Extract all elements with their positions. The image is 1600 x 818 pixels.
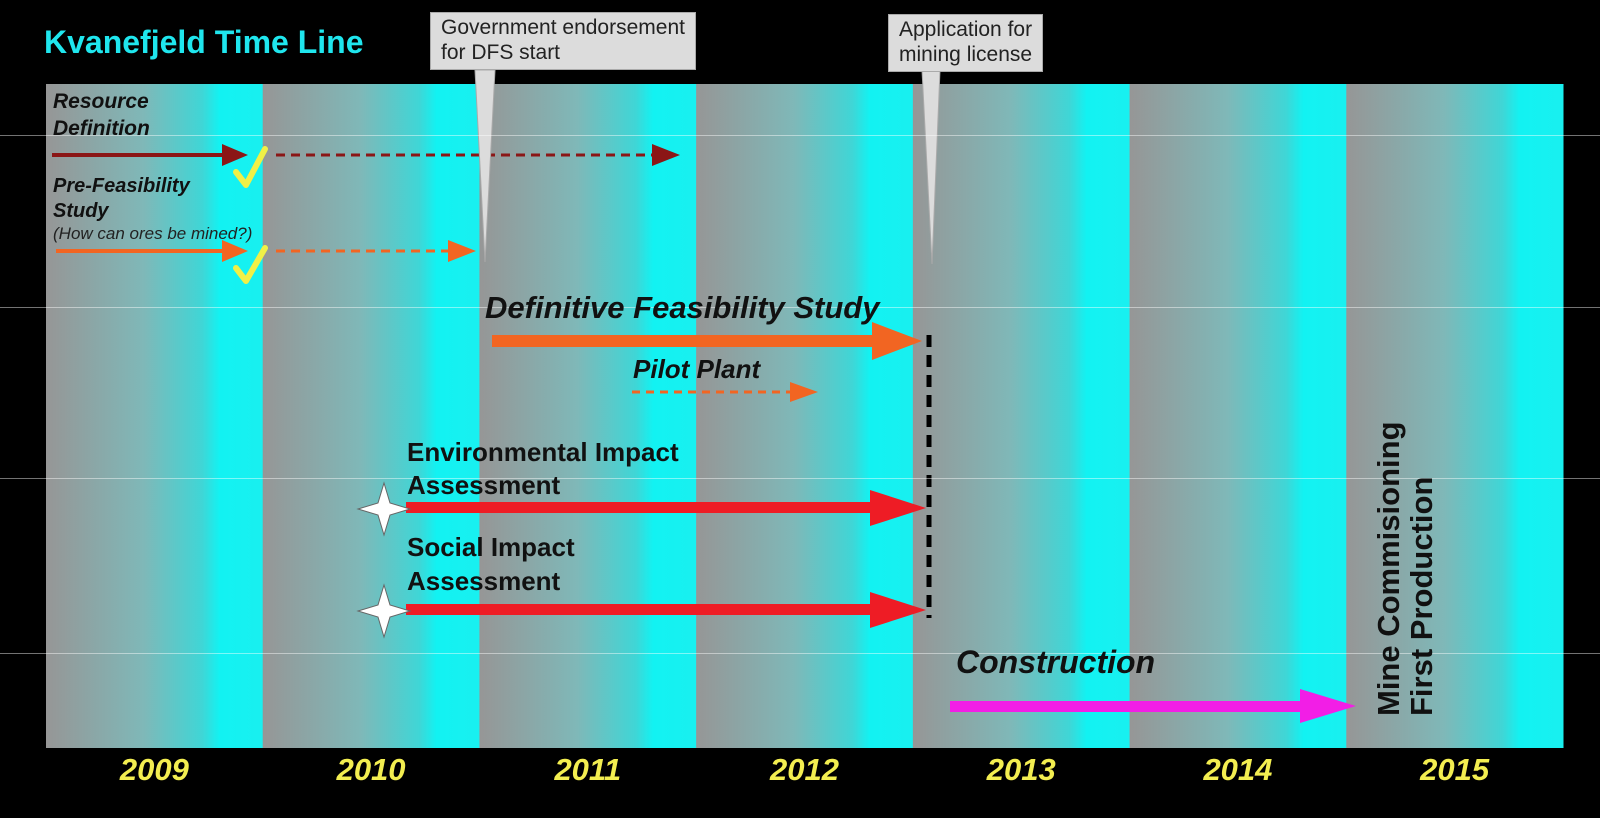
gov-endorsement-callout: Government endorsement for DFS start bbox=[430, 12, 696, 70]
construction-arrow bbox=[950, 701, 1310, 712]
year-band-2013 bbox=[912, 84, 1131, 748]
year-label-2014: 2014 bbox=[1203, 752, 1273, 787]
pilot-plant-label: Pilot Plant bbox=[633, 354, 761, 384]
star-icon bbox=[356, 583, 412, 639]
prefeas-arrow-planned-head bbox=[448, 240, 476, 262]
star-icon bbox=[356, 481, 412, 537]
check-icon bbox=[233, 245, 268, 284]
year-band-2012 bbox=[696, 84, 914, 748]
pilot-arrow-head bbox=[790, 382, 818, 402]
year-band-2011 bbox=[479, 84, 697, 748]
eia-arrow-head bbox=[870, 490, 926, 526]
gov-callout-pointer bbox=[474, 69, 496, 263]
resource-arrow-done-head bbox=[222, 144, 248, 166]
resource-definition-label: Resource Definition bbox=[53, 90, 150, 140]
year-band-2009 bbox=[46, 84, 264, 748]
sia-arrow bbox=[406, 604, 886, 615]
dfs-arrow-head bbox=[872, 322, 922, 360]
year-band-2015 bbox=[1346, 84, 1564, 748]
scanline bbox=[0, 478, 1600, 479]
year-band-2014 bbox=[1129, 84, 1347, 748]
year-label-2015: 2015 bbox=[1420, 752, 1490, 787]
year-label-2009: 2009 bbox=[119, 752, 189, 787]
eia-label: Environmental Impact Assessment bbox=[407, 437, 679, 500]
resource-arrow-planned-head bbox=[652, 144, 680, 166]
dfs-arrow bbox=[492, 335, 892, 347]
year-label-2012: 2012 bbox=[770, 752, 839, 787]
prefeasibility-label: Pre-Feasibility Study bbox=[53, 175, 190, 222]
year-label-2011: 2011 bbox=[554, 752, 622, 787]
prefeasibility-sublabel: (How can ores be mined?) bbox=[53, 224, 253, 243]
scanline bbox=[0, 135, 1600, 136]
scanline bbox=[0, 653, 1600, 654]
mine-commissioning-label: Mine Commisioning First Production bbox=[1371, 421, 1439, 717]
prefeas-arrow-done-head bbox=[222, 240, 248, 262]
dfs-label: Definitive Feasibility Study bbox=[485, 290, 880, 325]
year-band-2010 bbox=[262, 84, 480, 748]
mining-license-callout: Application for mining license bbox=[888, 14, 1044, 72]
year-label-2010: 2010 bbox=[336, 752, 406, 787]
construction-arrow-head bbox=[1300, 689, 1356, 723]
sia-arrow-head bbox=[870, 592, 926, 628]
sia-label: Social Impact Assessment bbox=[407, 532, 575, 596]
construction-label: Construction bbox=[956, 644, 1156, 680]
check-icon bbox=[233, 146, 268, 188]
page-title: Kvanefjeld Time Line bbox=[44, 24, 364, 60]
eia-arrow bbox=[406, 502, 886, 513]
scanline bbox=[0, 307, 1600, 308]
year-label-2013: 2013 bbox=[986, 752, 1056, 787]
